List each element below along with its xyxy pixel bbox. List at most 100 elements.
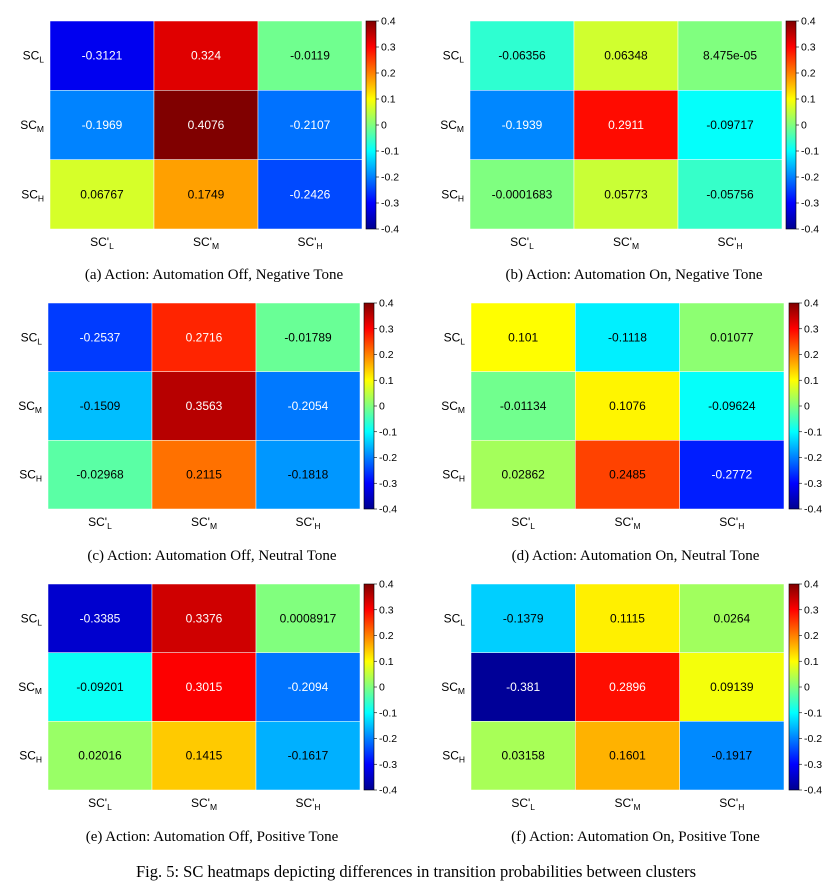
- cell-value-label: -0.2537: [80, 330, 121, 344]
- heatmap-cell: [255, 652, 361, 722]
- cell-value-label: 0.101: [508, 330, 538, 344]
- colorbar-tick-label: 0.2: [804, 349, 819, 361]
- heatmap-cell: [255, 302, 361, 372]
- colorbar-tick-label: 0.2: [801, 68, 816, 80]
- colorbar-tick-label: -0.1: [381, 146, 399, 158]
- cell-value-label: 0.2115: [186, 468, 222, 482]
- cell-value-label: -0.02968: [76, 468, 124, 482]
- heatmap-panel-3: -0.2537 0.2716 -0.01789 -0.1509 0.3563 -0.205…: [18, 298, 397, 565]
- heatmap-cell: [575, 302, 680, 372]
- colorbar-tick-label: -0.2: [381, 172, 399, 184]
- colorbar-tick-label: 0.1: [801, 94, 816, 106]
- colorbar-tick-label: 0.2: [804, 630, 819, 642]
- colorbar-tick-label: 0.1: [804, 656, 819, 668]
- cell-value-label: 8.475e-05: [703, 49, 757, 63]
- column-label: SC'M: [193, 235, 219, 251]
- colorbar-tick-label: -0.4: [804, 504, 822, 516]
- row-label: SCH: [19, 749, 42, 765]
- cell-value-label: 0.2896: [609, 680, 646, 694]
- heatmap-cell: [151, 302, 257, 372]
- colorbar-tick-label: 0: [804, 401, 810, 413]
- row-label: SCM: [441, 680, 465, 696]
- heatmap-cell: [49, 159, 155, 230]
- colorbar-tick-label: 0.2: [381, 68, 396, 80]
- colorbar-tick-label: 0.4: [804, 298, 819, 310]
- heatmap-cell: [255, 440, 361, 510]
- cell-value-label: 0.03158: [501, 749, 545, 763]
- heatmap-cell: [679, 371, 785, 441]
- cell-value-label: 0.324: [191, 49, 221, 63]
- colorbar-tick-label: -0.3: [801, 198, 819, 210]
- colorbar-tick-label: 0.3: [379, 604, 394, 616]
- column-label: SC'H: [295, 796, 320, 812]
- figure-caption: Fig. 5: SC heatmaps depicting difference…: [136, 862, 696, 881]
- colorbar-tick-label: 0.3: [379, 323, 394, 335]
- subfigure-caption: (c) Action: Automation Off, Neutral Tone: [87, 548, 337, 564]
- heatmap-cell: [255, 721, 361, 791]
- row-label: SCH: [442, 749, 465, 765]
- cell-value-label: -0.0119: [290, 49, 330, 63]
- heatmap-cell: [151, 583, 257, 653]
- heatmap-cell: [47, 721, 153, 791]
- colorbar-tick-label: 0.3: [801, 42, 816, 54]
- column-label: SC'H: [719, 796, 744, 812]
- cell-value-label: 0.02862: [501, 468, 545, 482]
- column-label: SC'H: [297, 235, 322, 251]
- heatmap-panel-5: -0.3385 0.3376 0.0008917 -0.09201 0.3015 -0.2…: [18, 579, 397, 846]
- heatmap-panels: -0.3121 0.324 -0.0119 -0.1969 0.4076 -0.2107 0…: [18, 16, 822, 846]
- column-label: SC'H: [717, 235, 742, 251]
- colorbar-tick-label: -0.4: [379, 504, 397, 516]
- colorbar-tick-label: -0.2: [804, 452, 822, 464]
- heatmap-cell: [573, 20, 679, 91]
- colorbar-tick-label: 0.1: [381, 94, 396, 106]
- colorbar-tick-label: 0.4: [379, 298, 394, 310]
- heatmap-cell: [679, 721, 785, 791]
- heatmap-cell: [469, 159, 575, 230]
- column-label: SC'H: [295, 515, 320, 531]
- colorbar-tick-label: 0.1: [379, 656, 394, 668]
- colorbar: [363, 583, 375, 791]
- colorbar-tick-label: -0.3: [804, 759, 822, 771]
- column-label: SC'H: [719, 515, 744, 531]
- column-label: SC'L: [510, 235, 534, 251]
- colorbar-tick-label: -0.4: [379, 785, 397, 797]
- cell-value-label: 0.2485: [609, 468, 646, 482]
- heatmap-cell: [47, 371, 153, 441]
- colorbar-tick-label: 0.3: [804, 323, 819, 335]
- cell-value-label: -0.06356: [498, 49, 546, 63]
- colorbar-tick-label: 0.2: [379, 630, 394, 642]
- cell-value-label: 0.01077: [710, 330, 754, 344]
- colorbar-tick-label: -0.4: [804, 785, 822, 797]
- cell-value-label: 0.1601: [609, 749, 646, 763]
- cell-value-label: -0.2107: [290, 118, 331, 132]
- cell-value-label: 0.1115: [610, 611, 645, 625]
- colorbar-tick-label: 0.4: [801, 16, 816, 28]
- cell-value-label: -0.1379: [503, 611, 544, 625]
- row-label: SCM: [441, 399, 465, 415]
- colorbar-tick-label: -0.3: [804, 478, 822, 490]
- cell-value-label: 0.06767: [80, 187, 124, 201]
- heatmap-panel-4: 0.101 -0.1118 0.01077 -0.01134 0.1076 -0.0962…: [441, 298, 822, 565]
- heatmap-panel-1: -0.3121 0.324 -0.0119 -0.1969 0.4076 -0.2107 0…: [20, 16, 399, 284]
- row-label: SCH: [21, 187, 44, 203]
- colorbar-tick-label: -0.4: [801, 224, 819, 236]
- heatmap-cell: [470, 583, 576, 653]
- heatmap-cell: [575, 371, 680, 441]
- cell-value-label: 0.1076: [609, 399, 646, 413]
- heatmap-cell: [677, 20, 783, 91]
- cell-value-label: -0.09624: [708, 399, 756, 413]
- heatmap-cell: [49, 90, 155, 160]
- colorbar-tick-label: -0.3: [379, 478, 397, 490]
- row-label: SCL: [443, 49, 465, 65]
- heatmap-cell: [469, 90, 575, 160]
- cell-value-label: -0.2772: [711, 468, 752, 482]
- colorbar: [365, 20, 377, 230]
- cell-value-label: -0.1118: [608, 330, 647, 344]
- colorbar-tick-label: 0: [801, 120, 807, 132]
- subfigure-caption: (b) Action: Automation On, Negative Tone: [506, 267, 763, 283]
- heatmap-cell: [257, 159, 363, 230]
- heatmap-cell: [679, 583, 785, 653]
- heatmap-panel-6: -0.1379 0.1115 0.0264 -0.381 0.2896 0.09139 0.…: [441, 579, 822, 846]
- heatmap-cell: [575, 721, 680, 791]
